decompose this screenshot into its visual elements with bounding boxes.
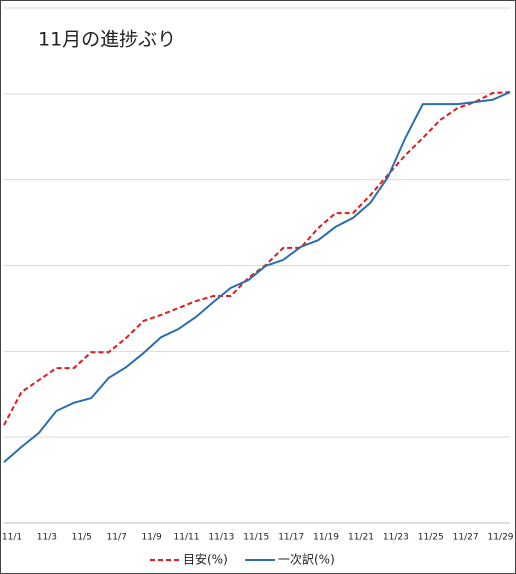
x-tick-label: 11/9 bbox=[141, 533, 161, 543]
x-tick-label: 11/17 bbox=[278, 533, 304, 543]
x-tick-label: 11/11 bbox=[174, 533, 200, 543]
chart-title: 11月の進捗ぶり bbox=[38, 29, 176, 51]
series-line bbox=[3, 91, 511, 426]
x-tick-label: 11/13 bbox=[208, 533, 234, 543]
x-tick-label: 11/15 bbox=[243, 533, 269, 543]
series-line bbox=[3, 91, 511, 463]
legend-label: 目安(%) bbox=[183, 552, 228, 567]
x-tick-label: 11/21 bbox=[348, 533, 374, 543]
x-tick-label: 11/25 bbox=[418, 533, 444, 543]
x-tick-label: 11/23 bbox=[383, 533, 409, 543]
legend-label: 一次訳(%) bbox=[278, 552, 335, 567]
x-tick-label: 11/1 bbox=[2, 533, 22, 543]
x-tick-label: 11/19 bbox=[313, 533, 339, 543]
x-tick-label: 11/27 bbox=[453, 533, 479, 543]
x-tick-label: 11/3 bbox=[37, 533, 57, 543]
x-tick-label: 11/7 bbox=[107, 533, 127, 543]
x-tick-label: 11/5 bbox=[72, 533, 92, 543]
x-tick-label: 11/29 bbox=[488, 533, 514, 543]
